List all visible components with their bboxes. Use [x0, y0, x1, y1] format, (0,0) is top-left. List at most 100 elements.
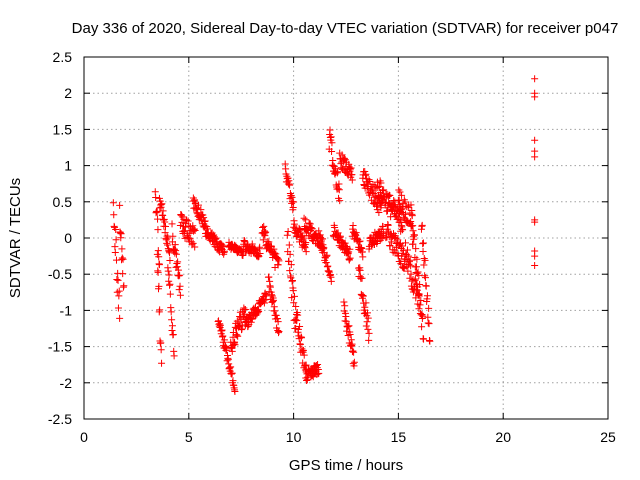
- data-point: [165, 277, 173, 285]
- data-point: [412, 263, 420, 271]
- data-point: [168, 316, 176, 324]
- data-point: [176, 291, 184, 299]
- data-point: [358, 274, 366, 282]
- data-point: [166, 290, 174, 298]
- data-point: [396, 188, 404, 196]
- data-point: [348, 176, 356, 184]
- data-point: [292, 303, 300, 311]
- data-point: [303, 376, 311, 384]
- data-point: [232, 331, 240, 339]
- data-point: [287, 274, 295, 282]
- data-point: [220, 247, 228, 255]
- data-point: [390, 202, 398, 210]
- data-point: [378, 187, 386, 195]
- data-point: [403, 246, 411, 254]
- data-point: [412, 245, 420, 253]
- data-point: [296, 227, 304, 235]
- y-tick-label: -1.5: [48, 339, 72, 355]
- data-point: [380, 186, 388, 194]
- data-point: [155, 261, 163, 269]
- data-point: [413, 255, 421, 263]
- data-point: [394, 236, 402, 244]
- data-point: [166, 280, 174, 288]
- data-point: [294, 325, 302, 333]
- x-tick-label: 10: [286, 429, 302, 445]
- data-point: [156, 306, 164, 314]
- data-point: [151, 188, 159, 196]
- data-point: [299, 346, 307, 354]
- data-point: [365, 336, 373, 344]
- x-tick-label: 0: [80, 429, 88, 445]
- chart-title: Day 336 of 2020, Sidereal Day-to-day VTE…: [72, 20, 619, 37]
- data-point: [364, 325, 372, 333]
- data-point: [386, 242, 394, 250]
- tick-labels: 0 5 10 15 20 25 -2.5 -2 -1.5 -1 -0.5 0 0.5 1 1.5 2 2.5: [48, 49, 616, 445]
- data-point: [275, 328, 283, 336]
- data-point: [265, 238, 273, 246]
- data-point: [159, 207, 167, 215]
- data-point: [167, 308, 175, 316]
- data-point: [531, 218, 539, 226]
- data-point: [323, 251, 331, 259]
- data-point: [165, 271, 173, 279]
- y-tick-label: 0.5: [53, 194, 73, 210]
- data-point: [423, 292, 431, 300]
- data-point: [291, 316, 299, 324]
- data-point: [164, 267, 172, 275]
- data-point: [153, 250, 161, 258]
- data-point: [326, 126, 334, 134]
- data-point: [158, 359, 166, 367]
- data-point: [415, 305, 423, 313]
- data-point: [118, 254, 126, 262]
- grid-lines: [84, 57, 608, 419]
- data-point: [411, 275, 419, 283]
- data-point: [414, 268, 422, 276]
- x-tick-label: 15: [391, 429, 407, 445]
- data-point: [407, 262, 415, 270]
- x-axis-label: GPS time / hours: [289, 457, 403, 474]
- data-point: [356, 237, 364, 245]
- data-point: [290, 299, 298, 307]
- data-point: [158, 200, 166, 208]
- data-point: [399, 226, 407, 234]
- data-point: [231, 341, 239, 349]
- data-point: [374, 183, 382, 191]
- data-point: [176, 271, 184, 279]
- data-point: [375, 182, 383, 190]
- data-point: [384, 221, 392, 229]
- data-point: [359, 292, 367, 300]
- data-point: [175, 272, 183, 280]
- data-point: [349, 347, 357, 355]
- data-point: [293, 316, 301, 324]
- data-point: [341, 302, 349, 310]
- data-point: [363, 318, 371, 326]
- data-point: [200, 214, 208, 222]
- data-point: [322, 259, 330, 267]
- data-point: [163, 239, 171, 247]
- data-point: [176, 282, 184, 290]
- data-point: [417, 296, 425, 304]
- data-point: [255, 308, 263, 316]
- data-point: [296, 323, 304, 331]
- data-point: [220, 336, 228, 344]
- x-tick-label: 5: [185, 429, 193, 445]
- data-point: [269, 296, 277, 304]
- data-point: [110, 211, 118, 219]
- data-point: [166, 256, 174, 264]
- data-point: [119, 255, 127, 263]
- data-point: [116, 201, 124, 209]
- data-point: [112, 225, 120, 233]
- data-point: [344, 332, 352, 340]
- data-point: [408, 207, 416, 215]
- data-point: [260, 299, 268, 307]
- data-point: [421, 256, 429, 264]
- data-point: [233, 331, 241, 339]
- data-point: [172, 247, 180, 255]
- data-point: [348, 340, 356, 348]
- data-point: [401, 239, 409, 247]
- data-point: [197, 206, 205, 214]
- data-point: [416, 301, 424, 309]
- data-point: [186, 235, 194, 243]
- data-point: [157, 339, 165, 347]
- data-point: [189, 222, 197, 230]
